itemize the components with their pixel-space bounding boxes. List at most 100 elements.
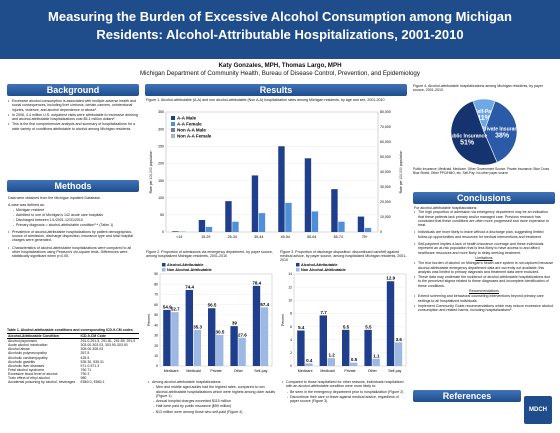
fig4-box: Figure 4. Alcohol-attributable hospitali… <box>413 84 555 194</box>
mdch-logo: MDCH <box>524 396 552 424</box>
fig3-bar <box>350 362 358 366</box>
fig3-legend-swatch <box>296 268 300 272</box>
table1-row: Acute alcohol intoxication 303.00-303.03,… <box>7 343 139 347</box>
fig1-left-tick: 350 <box>158 110 164 114</box>
fig1-right-tick: 50,000 <box>380 155 391 159</box>
results-bullets-left: Among alcohol-attributable hospitalizati… <box>148 380 276 415</box>
table1-code: 535.30, 535.31 <box>80 359 104 364</box>
fig2-data-label: 54.9 <box>163 304 172 309</box>
fig3-box: Figure 3. Proportion of discharge dispos… <box>280 250 410 378</box>
fig3-ylabel: Percent <box>281 314 285 326</box>
methods-header: Methods <box>7 180 139 192</box>
table1-condition: Accidental poisoning by alcohol, beverag… <box>8 380 76 385</box>
fig1-box: Figure 1. Alcohol-attributable (A-A) and… <box>146 98 408 248</box>
table1-code: 790.3 <box>80 371 90 376</box>
fig2-bar <box>238 337 246 366</box>
table1-row: Alcohol psychoses 291.0-291.5, 291.81, 29… <box>7 339 139 344</box>
fig3-bar <box>319 315 327 366</box>
fig4-slice-value: 11% <box>477 115 491 122</box>
background-header: Background <box>7 84 139 96</box>
fig1-right-tick: 10,000 <box>380 215 391 219</box>
table1-row: Fetal alcohol syndrome 760.71 <box>7 368 139 372</box>
table1-condition: Alcoholic gastritis <box>8 359 36 364</box>
table1-code: 303.00-303.03, 303.90-303.93 <box>80 343 128 348</box>
table1-code: 291.0-291.5, 291.81, 291.89, 291.9 <box>80 339 136 344</box>
fig3-data-label: 3.6 <box>396 337 403 342</box>
fig2-y-tick: 10 <box>154 354 158 358</box>
fig3-legend-swatch <box>296 263 300 267</box>
poster-title-line1: Measuring the Burden of Excessive Alcoho… <box>48 9 512 24</box>
fig2-bar <box>185 289 193 366</box>
fig1-legend-swatch <box>171 128 175 132</box>
fig2-data-label: 35.3 <box>193 324 202 329</box>
table1-row: Alcoholic gastritis 535.30, 535.31 <box>7 360 139 364</box>
table1-condition: Alcohol psychoses <box>8 339 37 344</box>
references-header: References <box>413 390 521 402</box>
results-bullets-right: Compared to those hospitalized for other… <box>282 380 408 404</box>
table1-header: Alcohol-Attributable Condition <box>7 333 80 340</box>
fig2-y-tick: 70 <box>154 293 158 297</box>
fig3-y-tick: 0 <box>290 364 292 368</box>
fig2-bar <box>260 307 269 366</box>
methods-criterion: Primary diagnosis = alcohol-attributable… <box>8 223 139 228</box>
fig3-bar <box>327 358 335 366</box>
fig1-left-tick: 300 <box>158 127 164 131</box>
background-text: Excessive alcohol consumption is associa… <box>8 99 139 132</box>
fig3-legend-label: Alcohol-Attributable <box>301 263 338 267</box>
fig3-y-tick: 10 <box>288 298 292 302</box>
conclusions-point: The high proportion of admission via eme… <box>414 210 554 227</box>
fig1-legend-label: A-A Male <box>177 116 197 121</box>
fig2-legend-swatch <box>162 268 166 272</box>
fig1-bar <box>357 216 365 232</box>
recommendations-point: Extend screening and behavioral counseli… <box>414 294 554 303</box>
table1-condition: Acute alcohol intoxication <box>8 343 48 348</box>
table1-grid: Alcohol-Attributable Condition ICD-9-CM … <box>7 333 139 384</box>
fig3-legend-label: Non Alcohol-Attributable <box>301 268 346 272</box>
fig2-bar <box>208 308 216 366</box>
table1-condition: Alcohol abuse <box>8 347 30 352</box>
fig2-legend-label: Non Alcohol-Attributable <box>167 268 212 272</box>
fig4-slice-value: 38% <box>495 132 510 139</box>
fig2-x-tick: Private <box>210 369 221 373</box>
limitations-heading: Limitations <box>475 255 493 260</box>
fig3-data-label: 5.5 <box>343 324 350 329</box>
methods-point: Characteristics of alcohol-attributable … <box>8 246 139 259</box>
fig1-x-tick: 65-74 <box>334 235 343 239</box>
fig3-bar <box>386 281 395 366</box>
background-point: In 2006, 4.4 million U.S. outpatient vis… <box>8 113 139 122</box>
table1-condition: Excessive blood level of alcohol <box>8 371 58 376</box>
table1-row: Toxic effect of ethyl alcohol 980 <box>7 376 139 380</box>
fig2-y-tick: 40 <box>154 323 158 327</box>
conclusions-point: Individuals are more likely to leave wit… <box>414 230 554 239</box>
fig2-y-tick: 50 <box>154 313 158 317</box>
fig2-y-tick: 90 <box>154 272 158 276</box>
fig1-x-tick: 55-64 <box>307 235 316 239</box>
fig1-left-tick: 150 <box>158 179 164 183</box>
fig1-left-tick: 100 <box>158 196 164 200</box>
fig1-x-tick: 35-44 <box>254 235 263 239</box>
fig1-bar <box>172 231 179 232</box>
fig3-data-label: 5.5 <box>365 324 372 329</box>
fig1-ylabel-left: Rate per 100,000 population <box>149 150 153 193</box>
fig3-data-label: 1.1 <box>373 353 380 358</box>
results-point: Be seen in the emergency department prio… <box>282 390 408 395</box>
fig3-bar <box>394 342 403 366</box>
fig1-bar <box>258 213 266 232</box>
fig4-slice-value: 51% <box>460 140 475 147</box>
fig1-x-tick: 15-29 <box>201 235 210 239</box>
table1-code: 571.0-571.3 <box>80 363 100 368</box>
limitations-point: The true burden of alcohol on Michigan's… <box>414 261 554 274</box>
fig1-legend-swatch <box>171 116 175 120</box>
fig1-bar <box>285 202 292 232</box>
table1-row: Alcoholic cardiomyopathy 425.5 <box>7 356 139 360</box>
fig1-right-tick: 60,000 <box>380 140 391 144</box>
fig2-data-label: 30.5 <box>216 329 225 334</box>
table1-row: Accidental poisoning by alcohol, beverag… <box>7 380 139 384</box>
background-point: This is the first comprehensive analysis… <box>8 122 139 131</box>
fig2-data-label: 52.7 <box>171 307 180 312</box>
methods-text: Data were obtained from the Michigan Inp… <box>8 196 139 260</box>
table1-code: 760.71 <box>80 367 92 372</box>
fig1-left-tick: 200 <box>158 162 164 166</box>
